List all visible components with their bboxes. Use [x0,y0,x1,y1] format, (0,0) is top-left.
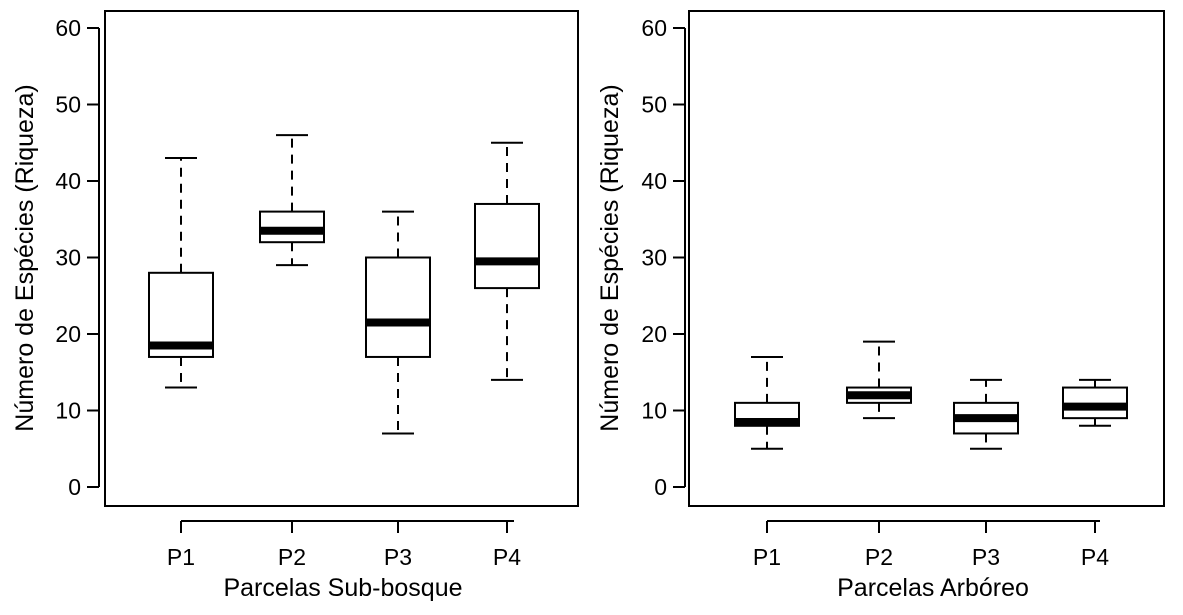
y-tick-label: 50 [55,92,81,118]
plot-frame [104,10,579,507]
y-tick-label: 50 [641,92,667,118]
y-tick-label: 30 [55,245,81,271]
y-axis-title: Número de Espécies (Riqueza) [596,84,624,431]
x-axis-title: Parcelas Sub-bosque [223,574,462,602]
y-tick-label: 10 [641,398,667,424]
x-tick-label: P4 [493,544,521,570]
left-boxplot-panel: 0 10 20 30 40 50 60 P1 P2 P3 P4 Número de Espécies … [11,10,579,602]
y-tick-label: 30 [641,245,667,271]
y-axis-title: Número de Espécies (Riqueza) [11,84,39,431]
y-tick-label: 60 [641,15,667,41]
x-tick-label: P1 [753,544,781,570]
y-tick-label: 60 [55,15,81,41]
x-tick-label: P3 [384,544,412,570]
x-tick-label: P1 [167,544,195,570]
y-tick-label: 20 [55,321,81,347]
x-axis-title: Parcelas Arbóreo [837,574,1029,602]
y-tick-label: 40 [55,168,81,194]
x-tick-label: P4 [1081,544,1109,570]
box [365,256,431,358]
plot-frame [688,10,1165,507]
y-tick-label: 20 [641,321,667,347]
x-tick-label: P3 [972,544,1000,570]
box [474,202,540,290]
right-boxplot-panel: 0 10 20 30 40 50 60 P1 P2 P3 P4 Número de Espécies … [596,10,1165,602]
y-tick-label: 0 [654,474,667,500]
y-tick-label: 40 [641,168,667,194]
y-tick-label: 0 [68,474,81,500]
x-tick-label: P2 [278,544,306,570]
x-tick-label: P2 [865,544,893,570]
y-tick-label: 10 [55,398,81,424]
